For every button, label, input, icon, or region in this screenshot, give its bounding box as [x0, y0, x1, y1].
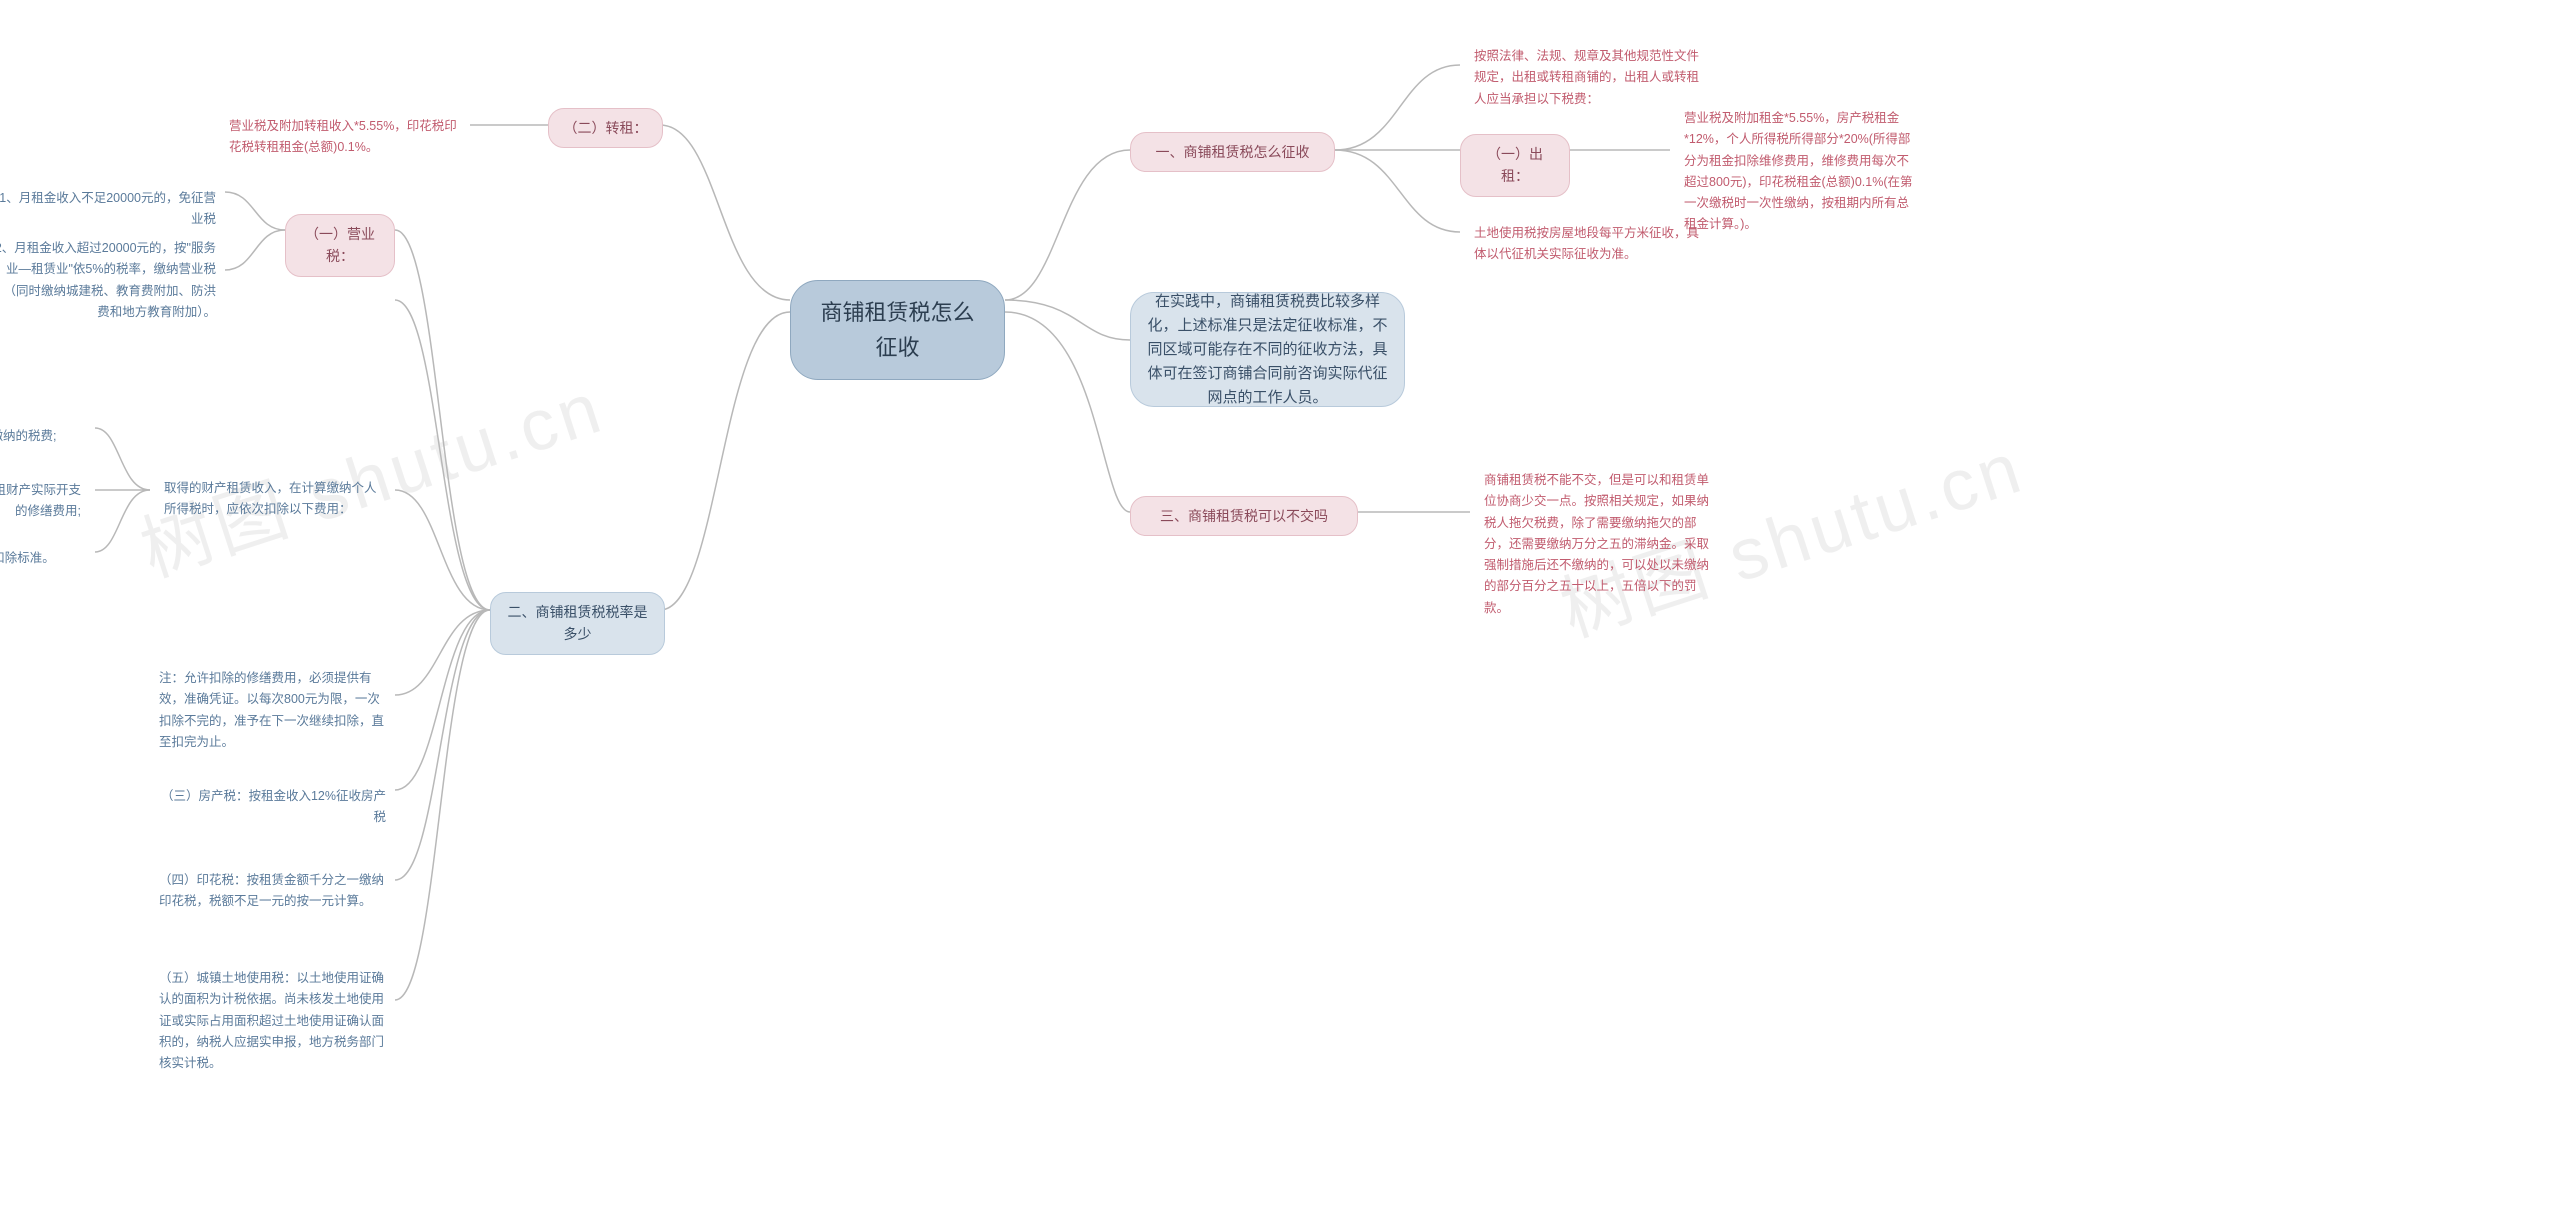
center-node: 商铺租赁税怎么征收	[790, 280, 1005, 380]
l-n2-land: （五）城镇土地使用税：以土地使用证确认的面积为计税依据。尚未核发土地使用证或实际…	[145, 960, 400, 1082]
l-n1: （二）转租：	[548, 108, 663, 148]
l-n2-note: 注：允许扣除的修缮费用，必须提供有效，准确凭证。以每次800元为限，一次扣除不完…	[145, 660, 400, 761]
r-n1-sub1: （一）出租：	[1460, 134, 1570, 197]
l-n1-leaf: 营业税及附加转租收入*5.55%，印花税印花税转租租金(总额)0.1%。	[215, 108, 475, 167]
l-n2-deduct-3: 3、税法规定的费用扣除标准。	[0, 540, 95, 577]
r-n1: 一、商铺租赁税怎么征收	[1130, 132, 1335, 172]
r-n3: 三、商铺租赁税可以不交吗	[1130, 496, 1358, 536]
l-n2: 二、商铺租赁税税率是多少	[490, 592, 665, 655]
r-n2: 在实践中，商铺租赁税费比较多样化，上述标准只是法定征收标准，不同区域可能存在不同…	[1130, 292, 1405, 407]
r-n1-leaf-bottom: 土地使用税按房屋地段每平方米征收，具体以代征机关实际征收为准。	[1460, 215, 1720, 274]
l-n2-sub1-leaf2: 2、月租金收入超过20000元的，按"服务业—租赁业"依5%的税率，缴纳营业税（…	[0, 230, 230, 331]
l-n2-deduct: 取得的财产租赁收入，在计算缴纳个人所得税时，应依次扣除以下费用：	[150, 470, 398, 529]
l-n2-sub1: （一）营业税：	[285, 214, 395, 277]
l-n2-deduct-2: 2、由纳税人负担的该出租财产实际开支的修缮费用;	[0, 472, 95, 531]
l-n2-deduct-1: 1、财产租赁过程中缴纳的税费;	[0, 418, 95, 455]
l-n2-stamp: （四）印花税：按租赁金额千分之一缴纳印花税，税额不足一元的按一元计算。	[145, 862, 400, 921]
l-n2-property: （三）房产税：按租金收入12%征收房产税	[145, 778, 400, 837]
r-n3-leaf: 商铺租赁税不能不交，但是可以和租赁单位协商少交一点。按照相关规定，如果纳税人拖欠…	[1470, 462, 1730, 627]
